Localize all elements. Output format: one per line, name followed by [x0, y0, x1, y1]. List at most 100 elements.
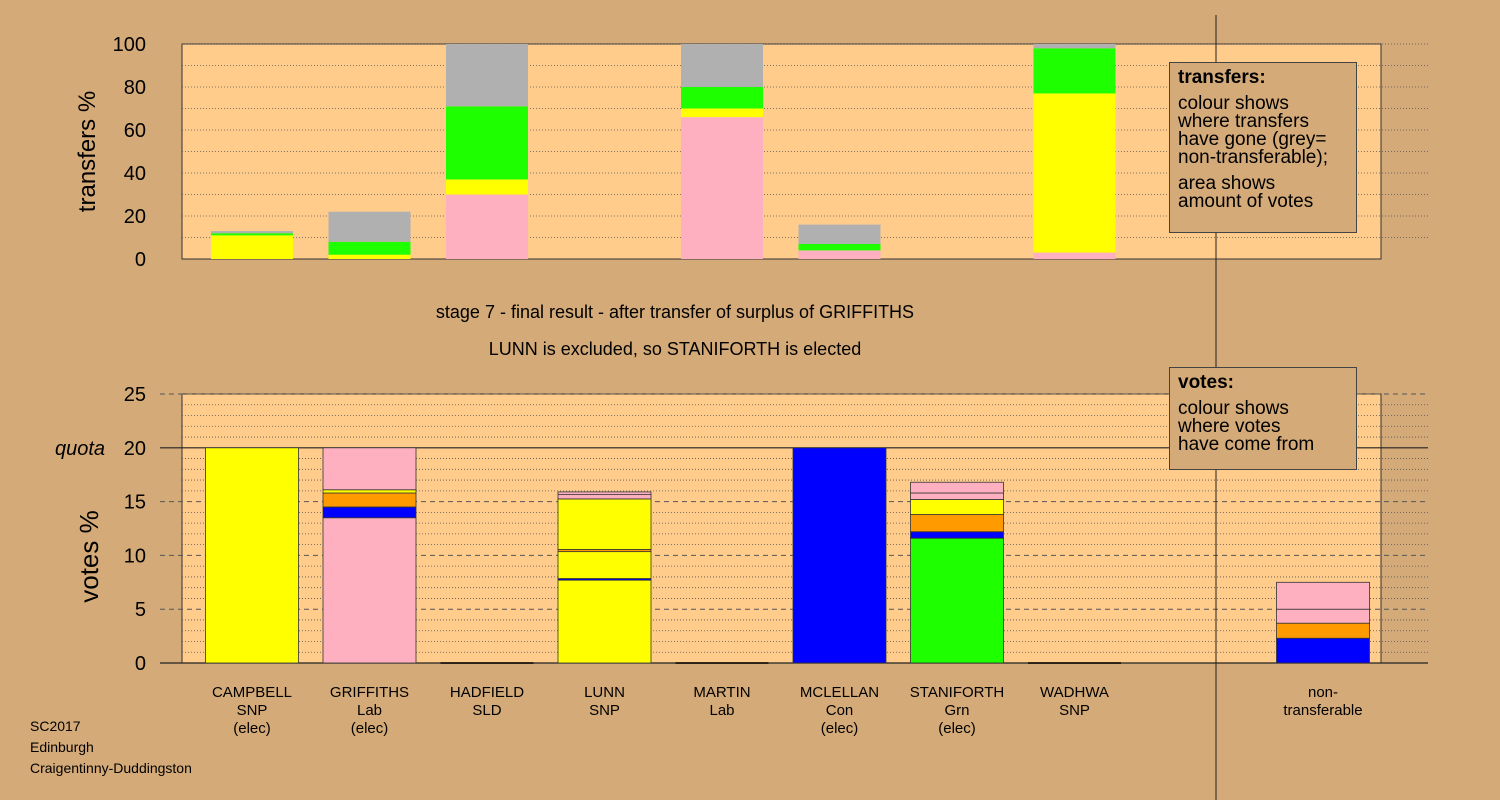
legend-transfers-title: transfers: — [1178, 67, 1266, 88]
candidate-labels: CAMPBELLSNP(elec)GRIFFITHSLab(elec)HADFI… — [212, 684, 1363, 737]
y-tick-label: 5 — [135, 599, 146, 621]
vote-bar-segment — [910, 492, 1004, 500]
transfer-bar-segment — [681, 108, 763, 118]
legend-votes-line: where votes — [1178, 416, 1281, 437]
candidate-label: Grn — [944, 702, 969, 719]
info-line: SC2017 — [30, 718, 81, 734]
legend-transfers-line: have gone (grey= — [1178, 129, 1327, 150]
vote-bar-segment — [910, 499, 1004, 515]
vote-bar-segment — [322, 492, 417, 508]
transfer-bar-segment — [328, 254, 411, 259]
transfer-bar-segment — [681, 87, 763, 109]
transfer-bar-segment — [446, 179, 528, 195]
legend-transfers-line: area shows — [1178, 173, 1276, 194]
candidate-label: SNP — [1059, 702, 1090, 719]
vote-bar-segment — [910, 481, 1004, 494]
info-line: Craigentinny-Duddingston — [30, 760, 192, 776]
y-tick-label: 20 — [124, 206, 146, 228]
y-tick-label: 0 — [135, 249, 146, 271]
transfer-bar-segment — [681, 44, 763, 87]
transfer-bar-segment — [1033, 93, 1116, 253]
transfer-bar-segment — [211, 233, 293, 236]
candidate-label: (elec) — [821, 720, 859, 737]
candidate-label: Lab — [709, 702, 734, 719]
candidate-label: CAMPBELL — [212, 684, 292, 701]
vote-bar-segment — [1276, 637, 1370, 664]
legend-transfers-line: non-transferable); — [1178, 147, 1328, 168]
vote-bar-segment — [322, 506, 417, 519]
vote-bar-segment — [910, 531, 1004, 539]
candidate-label: STANIFORTH — [910, 684, 1004, 701]
nontransferable-label: transferable — [1283, 702, 1362, 719]
candidate-label: SLD — [472, 702, 501, 719]
vote-bar-segment — [557, 579, 652, 664]
transfer-bar-segment — [211, 235, 293, 259]
stage-title: stage 7 - final result - after transfer … — [436, 302, 914, 322]
candidate-label: HADFIELD — [450, 684, 524, 701]
y-tick-label: 15 — [124, 492, 146, 514]
candidate-label: GRIFFITHS — [330, 684, 409, 701]
vote-bar-segment — [557, 494, 652, 500]
candidate-label: (elec) — [233, 720, 271, 737]
candidate-label: SNP — [237, 702, 268, 719]
transfer-bar-segment — [798, 243, 881, 251]
transfer-bar-segment — [1033, 252, 1116, 259]
transfer-bar-segment — [446, 44, 528, 107]
transfer-bar-segment — [446, 106, 528, 180]
y-axis-label: votes % — [74, 510, 104, 603]
candidate-label: Lab — [357, 702, 382, 719]
vote-bar-segment — [205, 447, 299, 664]
transfer-bar-segment — [211, 231, 293, 234]
election-info: SC2017 Edinburgh Craigentinny-Duddingsto… — [30, 716, 192, 779]
vote-bar-segment — [1276, 581, 1370, 610]
transfer-bar-segment — [1033, 48, 1116, 94]
transfer-bar-segment — [328, 211, 411, 242]
y-tick-label: 20 — [124, 438, 146, 460]
legend-transfers: transfers: colour shows where transfers … — [1169, 62, 1357, 233]
candidate-label: Con — [826, 702, 854, 719]
legend-transfers-line: where transfers — [1178, 111, 1309, 132]
legend-votes-line: colour shows — [1178, 398, 1289, 419]
y-tick-label: 60 — [124, 120, 146, 142]
vote-bar-segment — [910, 514, 1004, 533]
info-line: Edinburgh — [30, 739, 94, 755]
candidate-label: (elec) — [938, 720, 976, 737]
transfer-bar-segment — [798, 250, 881, 259]
transfer-bar-segment — [798, 224, 881, 244]
transfer-bar-segment — [681, 117, 763, 259]
vote-bar-segment — [557, 491, 652, 496]
candidate-label: MARTIN — [693, 684, 750, 701]
y-tick-label: 80 — [124, 77, 146, 99]
legend-votes-line: have come from — [1178, 434, 1315, 455]
legend-transfers-line: colour shows — [1178, 93, 1289, 114]
candidate-label: (elec) — [351, 720, 389, 737]
y-axis-label: transfers % — [74, 91, 101, 212]
candidate-label: WADHWA — [1040, 684, 1109, 701]
vote-bar-segment — [1276, 622, 1370, 639]
vote-bar-segment — [557, 551, 652, 579]
candidate-label: MCLELLAN — [800, 684, 879, 701]
vote-bar-segment — [322, 517, 417, 664]
vote-bar-segment — [792, 447, 887, 664]
y-tick-label: 25 — [124, 384, 146, 406]
y-tick-label: 0 — [135, 653, 146, 675]
quota-label: quota — [55, 438, 105, 460]
vote-bar-segment — [1276, 608, 1370, 624]
transfer-bar-segment — [1033, 44, 1116, 49]
vote-bar-segment — [910, 537, 1004, 664]
vote-bar-segment — [322, 489, 417, 494]
legend-votes-title: votes: — [1178, 372, 1234, 393]
nontransferable-label: non- — [1308, 684, 1338, 701]
legend-votes: votes: colour shows where votes have com… — [1169, 367, 1357, 470]
candidate-label: SNP — [589, 702, 620, 719]
transfer-bar-segment — [446, 194, 528, 259]
vote-bar-segment — [322, 447, 417, 491]
candidate-label: LUNN — [584, 684, 625, 701]
transfer-bar-segment — [328, 241, 411, 255]
y-tick-label: 100 — [113, 34, 146, 56]
legend-transfers-line: amount of votes — [1178, 191, 1314, 212]
vote-bar-segment — [557, 498, 652, 550]
y-tick-label: 10 — [124, 545, 146, 567]
stage-subtitle: LUNN is excluded, so STANIFORTH is elect… — [489, 339, 861, 359]
y-tick-label: 40 — [124, 163, 146, 185]
